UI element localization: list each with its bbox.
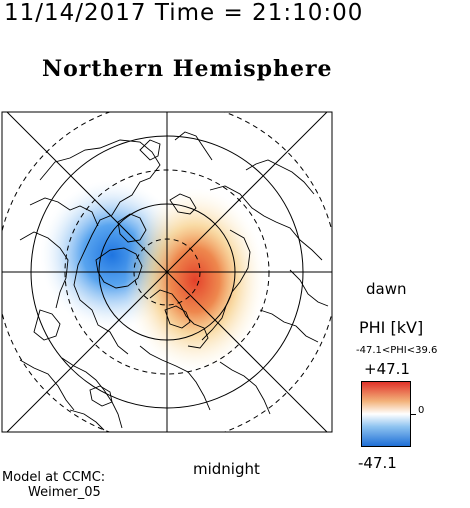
colorbar-zero-label: 0 — [418, 405, 425, 416]
colorbar-min-label: -47.1 — [358, 454, 397, 472]
model-name: Weimer_05 — [28, 485, 101, 500]
meridian-lines — [2, 112, 332, 432]
model-credit: Model at CCMC: — [2, 470, 106, 485]
colorbar-max-label: +47.1 — [364, 360, 410, 378]
dawn-label: dawn — [366, 280, 407, 298]
coastlines — [19, 131, 329, 431]
colorbar — [361, 381, 411, 447]
polar-map — [1, 111, 333, 433]
timestamp-title: 11/14/2017 Time = 21:10:00 — [4, 0, 364, 26]
colorbar-range: -47.1<PHI<39.6 — [356, 345, 438, 356]
colorbar-title: PHI [kV] — [359, 318, 424, 337]
midnight-label: midnight — [193, 460, 260, 478]
hemisphere-title: Northern Hemisphere — [42, 56, 333, 82]
colorbar-zero-tick — [411, 414, 416, 415]
positive-potential-cell — [125, 188, 265, 372]
map-frame — [1, 111, 333, 433]
